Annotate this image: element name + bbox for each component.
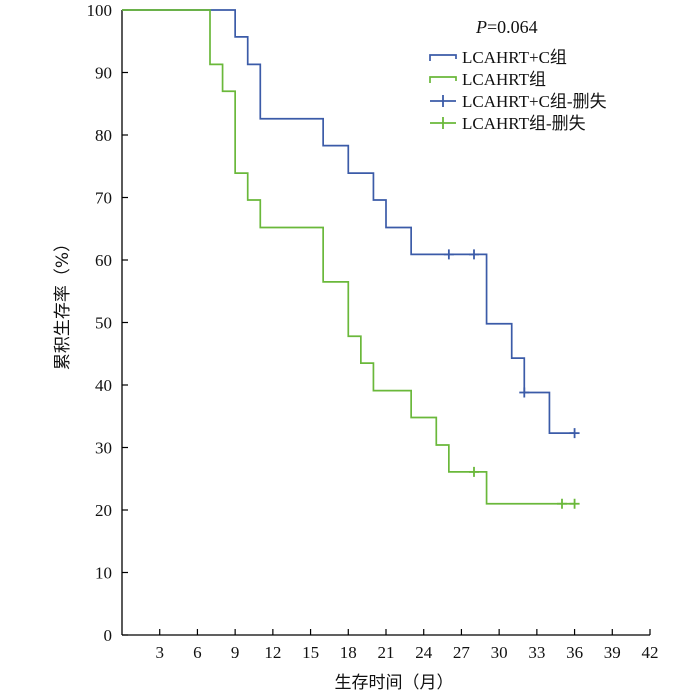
censor-marks	[443, 249, 580, 509]
censor-mark-lcahrt	[469, 466, 479, 477]
y-tick-label: 10	[95, 564, 112, 583]
x-tick-label: 24	[415, 643, 433, 662]
legend-swatch	[429, 54, 457, 61]
x-tick-label: 9	[231, 643, 240, 662]
x-tick-label: 39	[604, 643, 621, 662]
y-tick-label: 30	[95, 439, 112, 458]
p-value-symbol: P	[475, 17, 487, 37]
y-tick-label: 0	[104, 626, 113, 645]
x-tick-label: 12	[264, 643, 281, 662]
y-axis-ticks: 0 10 20 30 40 50 60 70 80 90 100	[87, 1, 128, 645]
x-tick-label: 36	[566, 643, 583, 662]
y-tick-label: 90	[95, 64, 112, 83]
legend-entry-lcahrt: LCAHRT组	[429, 70, 546, 89]
y-tick-label: 60	[95, 251, 112, 270]
censor-mark-lcahrt	[569, 498, 580, 509]
censor-mark-lcahrt-c	[469, 249, 479, 260]
y-tick-label: 70	[95, 189, 112, 208]
censor-mark-lcahrt-c	[443, 249, 454, 260]
y-tick-label: 40	[95, 376, 112, 395]
x-tick-label: 21	[378, 643, 395, 662]
legend-entry-lcahrt: LCAHRT组-删失	[430, 114, 586, 133]
legend-swatch	[429, 76, 457, 83]
censor-mark-lcahrt-c	[569, 428, 580, 439]
y-tick-label: 100	[87, 1, 113, 20]
legend-label: LCAHRT+C组-删失	[462, 92, 607, 111]
legend: P=0.064 LCAHRT+C组 LCAHRT组 LCAHRT+C组-删失 LCAH…	[429, 17, 607, 133]
x-tick-label: 30	[491, 643, 508, 662]
y-tick-label: 80	[95, 126, 112, 145]
x-tick-label: 3	[155, 643, 164, 662]
x-axis-title: 生存时间（月）	[335, 673, 454, 693]
series-line-lcahrt	[122, 9, 575, 505]
x-tick-label: 6	[193, 643, 202, 662]
p-value-annotation: P=0.064	[475, 17, 538, 37]
y-tick-label: 50	[95, 314, 112, 333]
legend-entry-lcahrt-c: LCAHRT+C组	[429, 48, 567, 67]
censor-mark-lcahrt	[557, 498, 567, 509]
legend-entry-lcahrt-c: LCAHRT+C组-删失	[430, 92, 607, 111]
x-axis-ticks: 3 6 9 12 15 18 21 24 27 30 33 36 39 42	[155, 629, 659, 662]
series-line-lcahrt-c	[122, 9, 575, 434]
x-tick-label: 18	[340, 643, 357, 662]
x-tick-label: 33	[528, 643, 545, 662]
y-tick-label: 20	[95, 501, 112, 520]
legend-label: LCAHRT组	[462, 70, 546, 89]
p-value-number: =0.064	[487, 17, 538, 37]
survival-curves	[122, 9, 575, 505]
censor-mark-lcahrt-c	[519, 387, 530, 398]
y-axis-title: 累积生存率（%）	[53, 235, 73, 370]
legend-label: LCAHRT+C组	[462, 48, 567, 67]
x-tick-label: 15	[302, 643, 319, 662]
legend-label: LCAHRT组-删失	[462, 114, 586, 133]
x-tick-label: 42	[642, 643, 659, 662]
x-tick-label: 27	[453, 643, 471, 662]
